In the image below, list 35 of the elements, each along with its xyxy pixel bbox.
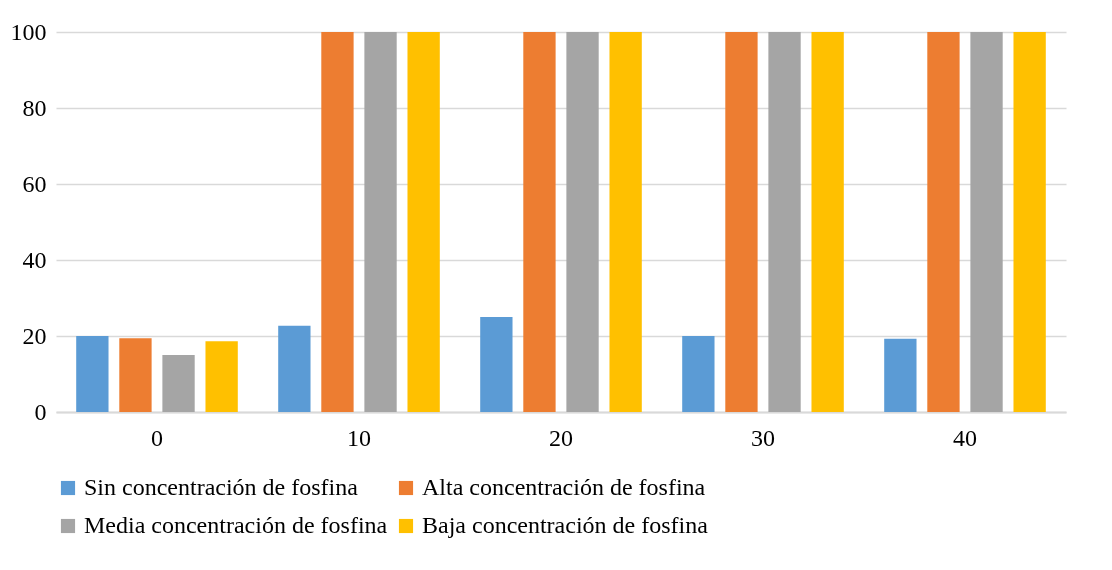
bar (480, 317, 513, 412)
x-tick-label: 30 (751, 424, 775, 451)
bar (205, 341, 238, 412)
bar (682, 336, 715, 412)
bar (1013, 32, 1046, 412)
bar (119, 338, 152, 412)
bar (278, 325, 311, 412)
bar (162, 355, 195, 412)
bar (407, 32, 440, 412)
legend-label: Alta concentración de fosfina (422, 474, 706, 500)
y-tick-label: 60 (22, 170, 47, 197)
bar (364, 32, 397, 412)
bar (970, 32, 1003, 412)
x-tick-label: 40 (953, 424, 977, 451)
x-tick-label: 10 (347, 424, 371, 451)
bar (321, 32, 354, 412)
bar (811, 32, 844, 412)
legend-label: Baja concentración de fosfina (422, 512, 709, 538)
y-tick-label: 100 (10, 18, 47, 45)
bar (884, 338, 917, 412)
bar (566, 32, 599, 412)
bar (725, 32, 758, 412)
y-tick-label: 40 (22, 246, 47, 273)
x-tick-label: 20 (549, 424, 573, 451)
x-tick-label: 0 (151, 424, 163, 451)
bar (76, 336, 109, 412)
bar (768, 32, 801, 412)
y-tick-label: 0 (34, 398, 47, 425)
y-tick-label: 20 (22, 322, 47, 349)
legend-label: Sin concentración de fosfina (84, 474, 359, 500)
bar (927, 32, 960, 412)
bar (523, 32, 556, 412)
legend-label: Media concentración de fosfina (84, 512, 388, 538)
y-tick-label: 80 (22, 94, 47, 121)
bar (609, 32, 642, 412)
